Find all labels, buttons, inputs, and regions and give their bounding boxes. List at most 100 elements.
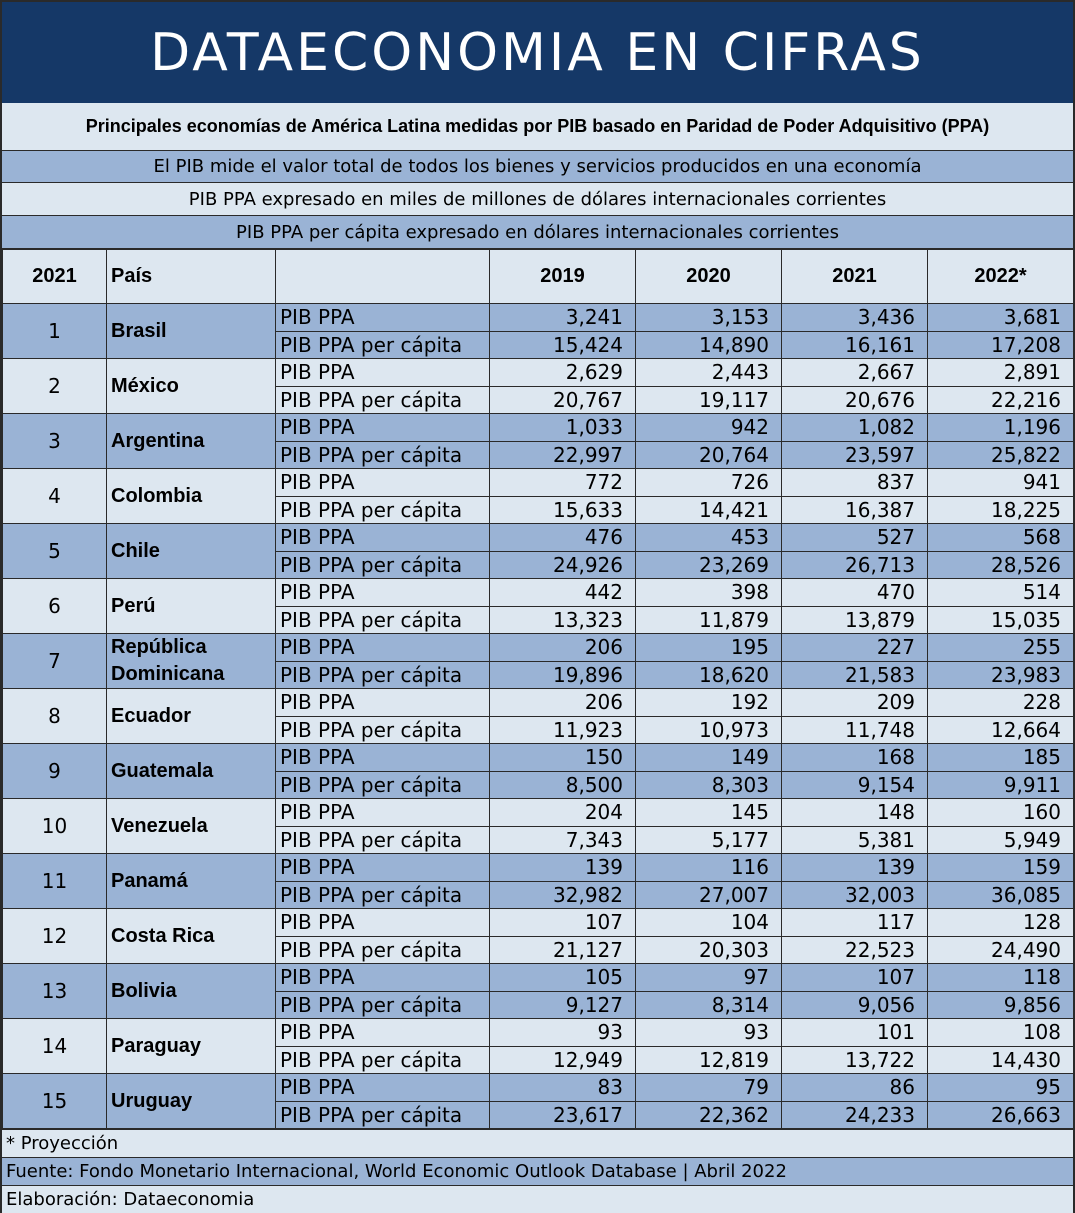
pib-value: 772 (489, 468, 636, 497)
pib-value: 398 (635, 578, 782, 607)
metric-label: PIB PPA (275, 413, 490, 442)
table-row: PIB PPA per cápita 32,982 27,007 32,003 36,0… (3, 880, 1074, 909)
header-2022: 2022* (927, 249, 1074, 304)
per-capita-value: 14,890 (635, 330, 782, 359)
country-cell: República Dominicana (106, 633, 276, 689)
pib-value: 255 (927, 633, 1074, 662)
table-row: PIB PPA per cápita 21,127 20,303 22,523 24,4… (3, 935, 1074, 964)
pib-value: 86 (781, 1073, 928, 1102)
country-cell: Venezuela (106, 798, 276, 854)
country-cell: Guatemala (106, 743, 276, 799)
pib-value: 442 (489, 578, 636, 607)
metric-label: PIB PPA per cápita (275, 770, 490, 799)
pib-value: 453 (635, 523, 782, 552)
country-cell: Bolivia (106, 963, 276, 1019)
pib-value: 128 (927, 908, 1074, 937)
country-cell: Brasil (106, 303, 276, 359)
pib-value: 206 (489, 688, 636, 717)
metric-label: PIB PPA (275, 1073, 490, 1102)
metric-label: PIB PPA per cápita (275, 385, 490, 414)
per-capita-value: 26,713 (781, 550, 928, 579)
pib-value: 145 (635, 798, 782, 827)
per-capita-value: 12,819 (635, 1045, 782, 1074)
metric-label: PIB PPA (275, 1018, 490, 1047)
metric-label: PIB PPA per cápita (275, 990, 490, 1019)
pib-value: 204 (489, 798, 636, 827)
rank-cell: 10 (2, 798, 107, 854)
footnote-credit: Elaboración: Dataeconomia (2, 1185, 1073, 1213)
per-capita-value: 25,822 (927, 440, 1074, 469)
pib-value: 941 (927, 468, 1074, 497)
per-capita-value: 10,973 (635, 715, 782, 744)
country-cell: Perú (106, 578, 276, 634)
per-capita-value: 9,154 (781, 770, 928, 799)
pib-value: 159 (927, 853, 1074, 882)
pib-value: 101 (781, 1018, 928, 1047)
pib-value: 149 (635, 743, 782, 772)
rank-cell: 8 (2, 688, 107, 744)
rank-cell: 2 (2, 358, 107, 414)
country-cell: Argentina (106, 413, 276, 469)
country-cell: Uruguay (106, 1073, 276, 1129)
pib-value: 192 (635, 688, 782, 717)
pib-value: 118 (927, 963, 1074, 992)
footnote-projection: * Proyección (2, 1129, 1073, 1157)
per-capita-value: 20,303 (635, 935, 782, 964)
per-capita-value: 14,430 (927, 1045, 1074, 1074)
table-row: 6 Perú PIB PPA 442 398 470 514 (2, 578, 1074, 634)
table-row: 5 Chile PIB PPA 476 453 527 568 (2, 523, 1074, 579)
pib-value: 116 (635, 853, 782, 882)
table-row: 15 Uruguay PIB PPA 83 79 86 95 (2, 1073, 1074, 1129)
metric-label: PIB PPA (275, 688, 490, 717)
metric-label: PIB PPA per cápita (275, 715, 490, 744)
per-capita-value: 9,127 (489, 990, 636, 1019)
country-cell: Ecuador (106, 688, 276, 744)
table-row: PIB PPA per cápita 12,949 12,819 13,722 14,4… (3, 1045, 1074, 1074)
per-capita-value: 9,056 (781, 990, 928, 1019)
header-metric (275, 249, 490, 304)
per-capita-value: 13,722 (781, 1045, 928, 1074)
per-capita-value: 18,620 (635, 660, 782, 689)
rank-cell: 11 (2, 853, 107, 909)
per-capita-value: 8,303 (635, 770, 782, 799)
pib-value: 470 (781, 578, 928, 607)
pib-value: 117 (781, 908, 928, 937)
per-capita-value: 5,949 (927, 825, 1074, 854)
pib-value: 148 (781, 798, 928, 827)
per-capita-value: 23,983 (927, 660, 1074, 689)
per-capita-value: 23,617 (489, 1100, 636, 1129)
pib-value: 568 (927, 523, 1074, 552)
country-cell: Panamá (106, 853, 276, 909)
footnote-source: Fuente: Fondo Monetario Internacional, W… (2, 1157, 1073, 1185)
pib-value: 95 (927, 1073, 1074, 1102)
metric-label: PIB PPA (275, 853, 490, 882)
table-row: PIB PPA per cápita 9,127 8,314 9,056 9,856 (3, 990, 1074, 1019)
pib-value: 3,241 (489, 303, 636, 332)
gdp-table: 2021 País 2019 2020 2021 2022* 1 Brasil PI… (2, 249, 1074, 1129)
per-capita-value: 20,767 (489, 385, 636, 414)
country-cell: Costa Rica (106, 908, 276, 964)
pib-value: 3,153 (635, 303, 782, 332)
metric-label: PIB PPA (275, 798, 490, 827)
pib-value: 168 (781, 743, 928, 772)
pib-value: 514 (927, 578, 1074, 607)
pib-value: 83 (489, 1073, 636, 1102)
pib-value: 2,891 (927, 358, 1074, 387)
rank-cell: 13 (2, 963, 107, 1019)
rank-cell: 12 (2, 908, 107, 964)
pib-value: 1,082 (781, 413, 928, 442)
table-row: 1 Brasil PIB PPA 3,241 3,153 3,436 3,681 (2, 303, 1074, 359)
metric-label: PIB PPA (275, 358, 490, 387)
metric-label: PIB PPA (275, 963, 490, 992)
rank-cell: 6 (2, 578, 107, 634)
per-capita-value: 22,362 (635, 1100, 782, 1129)
per-capita-value: 19,117 (635, 385, 782, 414)
pib-value: 160 (927, 798, 1074, 827)
per-capita-value: 21,583 (781, 660, 928, 689)
rank-cell: 5 (2, 523, 107, 579)
pib-value: 195 (635, 633, 782, 662)
pib-value: 93 (489, 1018, 636, 1047)
per-capita-value: 5,177 (635, 825, 782, 854)
pib-value: 108 (927, 1018, 1074, 1047)
